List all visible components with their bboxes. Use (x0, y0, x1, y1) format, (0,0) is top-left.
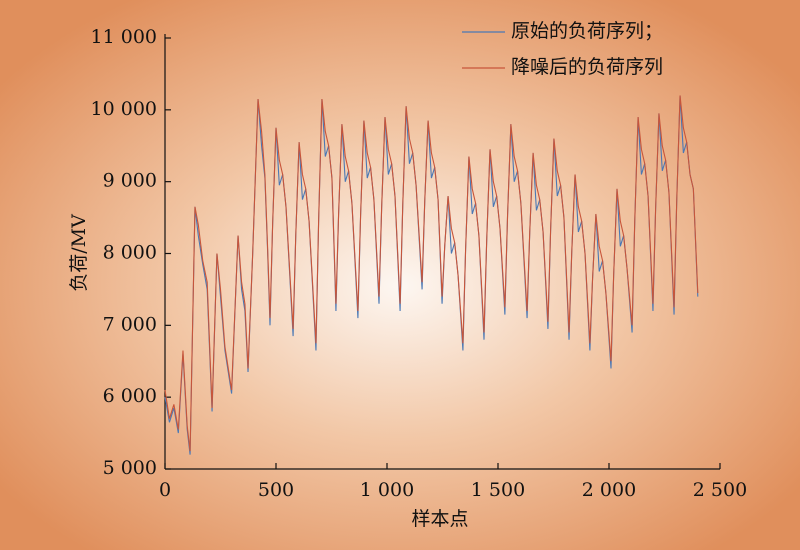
x-tick-label: 1 500 (471, 479, 525, 501)
data-line (164, 95, 699, 452)
x-tick-label: 500 (258, 479, 294, 501)
y-tick-label: 11 000 (91, 26, 157, 48)
x-axis-label: 样本点 (411, 508, 468, 530)
legend-label: 原始的负荷序列； (511, 20, 663, 42)
y-tick-label: 7 000 (103, 313, 157, 335)
x-tick-label: 2 000 (582, 479, 636, 501)
y-tick-label: 9 000 (103, 170, 157, 192)
y-tick-label: 10 000 (91, 98, 157, 120)
y-axis-label: 负荷/MV (68, 214, 90, 292)
legend-label: 降噪后的负荷序列 (511, 56, 663, 78)
x-tick-label: 2 500 (693, 479, 747, 501)
x-tick-label: 1 000 (360, 479, 414, 501)
x-tick-label: 0 (159, 479, 171, 501)
y-tick-label: 8 000 (103, 242, 157, 264)
y-tick-label: 6 000 (103, 385, 157, 407)
y-tick-label: 5 000 (103, 457, 157, 479)
